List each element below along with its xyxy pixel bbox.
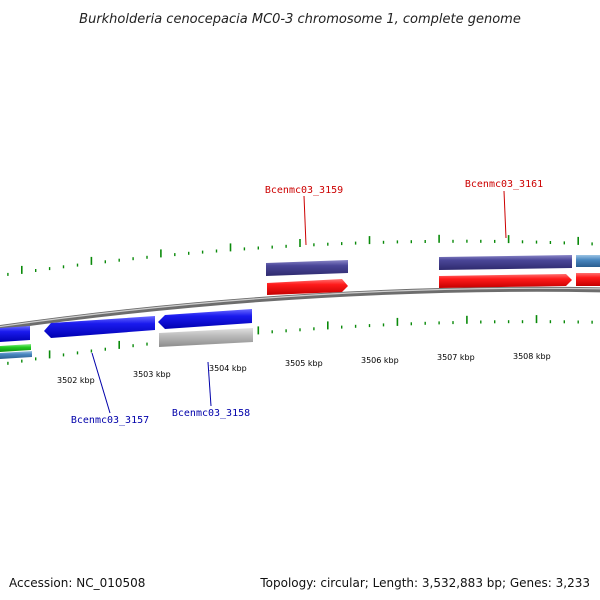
tick-label-3507: 3507 kbp bbox=[437, 353, 475, 362]
gene-feature-blue bbox=[0, 326, 30, 342]
gene-feature-blue bbox=[158, 309, 252, 329]
tick-label-3504: 3504 kbp bbox=[209, 364, 247, 373]
gene-feature-purple bbox=[439, 255, 572, 270]
accession-text: Accession: NC_010508 bbox=[9, 576, 145, 590]
tick-label-3503: 3503 kbp bbox=[133, 370, 171, 379]
leader-line-bcenmc03-3161 bbox=[503, 190, 507, 239]
tick-label-3502: 3502 kbp bbox=[57, 376, 95, 385]
tick-label-group: 3502 kbp 3503 kbp 3504 kbp 3505 kbp 3506… bbox=[57, 352, 551, 385]
gene-label-bcenmc03-3157: Bcenmc03_3157 bbox=[71, 415, 149, 426]
gene-feature-purple bbox=[266, 260, 348, 276]
gene-label-bcenmc03-3158: Bcenmc03_3158 bbox=[172, 408, 250, 419]
reverse-features bbox=[0, 309, 253, 359]
gene-label-bcenmc03-3161: Bcenmc03_3161 bbox=[465, 179, 543, 190]
gene-feature-steel bbox=[0, 351, 32, 359]
gene-feature-green bbox=[0, 344, 31, 352]
gene-feature-red bbox=[267, 279, 348, 295]
tick-label-3505: 3505 kbp bbox=[285, 359, 323, 368]
chromosome-backbone-highlight bbox=[0, 287, 600, 328]
gene-label-bcenmc03-3159: Bcenmc03_3159 bbox=[265, 185, 343, 196]
chromosome-backbone bbox=[0, 286, 600, 331]
summary-text: Topology: circular; Length: 3,532,883 bp… bbox=[259, 576, 590, 590]
tick-label-3508: 3508 kbp bbox=[513, 352, 551, 361]
leader-line-bcenmc03-3158 bbox=[207, 361, 212, 407]
leader-line-bcenmc03-3157 bbox=[91, 352, 111, 414]
leader-line-bcenmc03-3159 bbox=[303, 195, 307, 246]
gene-feature-red bbox=[439, 274, 572, 288]
gene-feature-blue bbox=[44, 316, 155, 338]
tick-label-3506: 3506 kbp bbox=[361, 356, 399, 365]
gene-feature-red bbox=[576, 273, 600, 286]
gene-feature-gray bbox=[159, 328, 253, 347]
map-title: Burkholderia cenocepacia MC0-3 chromosom… bbox=[79, 12, 521, 27]
forward-features bbox=[266, 255, 600, 295]
gene-feature-steel bbox=[576, 255, 600, 267]
outer-tick-ring bbox=[7, 234, 593, 276]
